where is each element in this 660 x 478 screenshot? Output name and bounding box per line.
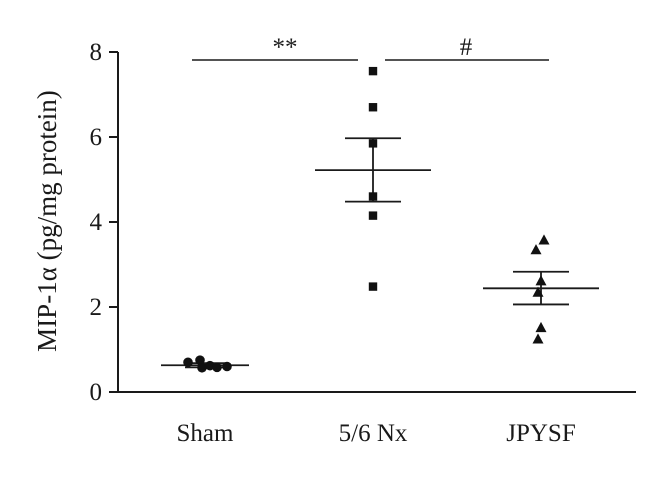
- x-tick-label: 5/6 Nx: [339, 420, 408, 447]
- data-point: [535, 275, 547, 286]
- data-point: [538, 234, 550, 245]
- data-point: [368, 139, 378, 148]
- group-1: [315, 66, 431, 291]
- group-2: [483, 234, 599, 344]
- x-tick-label: Sham: [177, 420, 235, 447]
- data-point: [368, 211, 378, 220]
- data-point: [222, 361, 232, 372]
- data-point: [535, 321, 547, 333]
- x-axis: Sham 5/6 Nx JPYSF: [118, 391, 636, 447]
- data-point: [532, 286, 544, 297]
- data-point: [195, 355, 205, 365]
- data-point: [183, 357, 193, 368]
- significance-label: #: [460, 34, 473, 61]
- x-tick-label: JPYSF: [506, 420, 576, 447]
- data-point: [197, 362, 207, 373]
- y-tick-label: 0: [90, 379, 103, 406]
- data-point: [532, 333, 544, 344]
- y-tick-label: 2: [90, 294, 103, 321]
- data-point: [368, 192, 378, 201]
- data-point: [530, 244, 542, 255]
- y-tick-label: 4: [90, 209, 103, 236]
- significance-annotations: ** #: [192, 34, 549, 61]
- data-point: [368, 282, 378, 291]
- y-tick-label: 8: [90, 39, 103, 66]
- y-axis: 0 2 4 6 8: [90, 39, 119, 406]
- data-groups: [161, 66, 599, 373]
- data-point: [368, 66, 378, 76]
- y-axis-title: MIP-1α (pg/mg protein): [32, 90, 62, 352]
- group-0: [161, 355, 249, 373]
- data-point: [212, 362, 222, 373]
- y-tick-label: 6: [90, 124, 103, 151]
- significance-label: **: [273, 34, 298, 61]
- data-point: [368, 103, 378, 112]
